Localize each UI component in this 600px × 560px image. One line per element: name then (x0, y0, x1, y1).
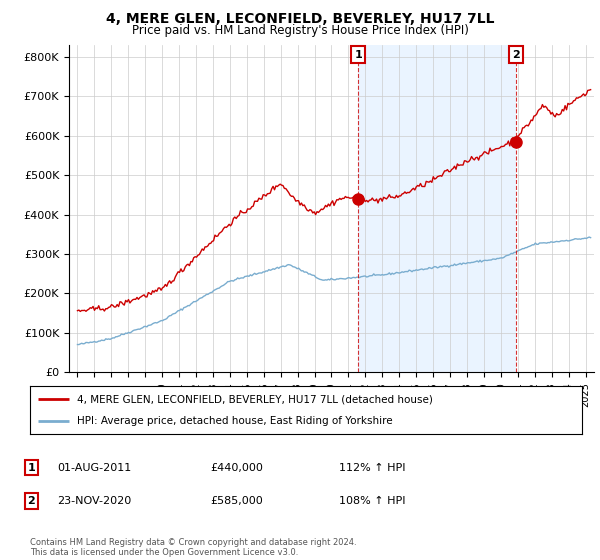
Text: 2: 2 (512, 50, 520, 60)
Text: 2: 2 (28, 496, 35, 506)
Text: 1: 1 (355, 50, 362, 60)
Bar (358, 45, 516, 372)
Text: 4, MERE GLEN, LECONFIELD, BEVERLEY, HU17 7LL (detached house): 4, MERE GLEN, LECONFIELD, BEVERLEY, HU17… (77, 394, 433, 404)
Text: 01-AUG-2011: 01-AUG-2011 (57, 463, 131, 473)
Text: 1: 1 (28, 463, 35, 473)
Text: HPI: Average price, detached house, East Riding of Yorkshire: HPI: Average price, detached house, East… (77, 416, 392, 426)
Text: 4, MERE GLEN, LECONFIELD, BEVERLEY, HU17 7LL: 4, MERE GLEN, LECONFIELD, BEVERLEY, HU17… (106, 12, 494, 26)
Text: 23-NOV-2020: 23-NOV-2020 (57, 496, 131, 506)
Text: £585,000: £585,000 (210, 496, 263, 506)
Text: Contains HM Land Registry data © Crown copyright and database right 2024.
This d: Contains HM Land Registry data © Crown c… (30, 538, 356, 557)
Text: £440,000: £440,000 (210, 463, 263, 473)
Text: Price paid vs. HM Land Registry's House Price Index (HPI): Price paid vs. HM Land Registry's House … (131, 24, 469, 36)
Text: 108% ↑ HPI: 108% ↑ HPI (339, 496, 406, 506)
Text: 112% ↑ HPI: 112% ↑ HPI (339, 463, 406, 473)
